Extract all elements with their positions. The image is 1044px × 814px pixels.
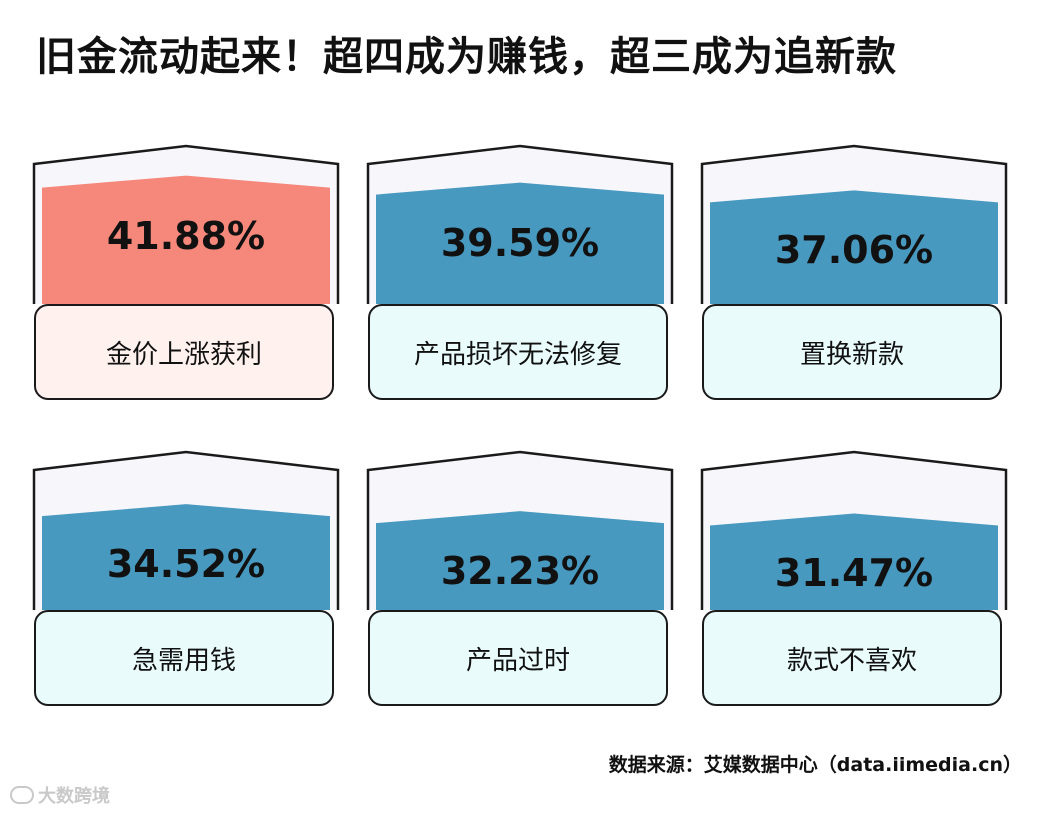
- bar: [710, 190, 998, 304]
- value-label: 34.52%: [106, 542, 266, 587]
- bar-graphic: [32, 144, 340, 304]
- bar-card: 31.47% 款式不喜欢: [700, 450, 1008, 714]
- value-label: 41.88%: [106, 213, 266, 258]
- category-label: 款式不喜欢: [702, 610, 1002, 706]
- bar: [42, 175, 330, 304]
- bar: [710, 513, 998, 610]
- bar-card: 34.52% 急需用钱: [32, 450, 340, 714]
- category-label: 金价上涨获利: [34, 304, 334, 400]
- bar-card: 37.06% 置换新款: [700, 144, 1008, 408]
- chat-bubble-icon: [10, 786, 34, 804]
- bar-graphic: [366, 450, 674, 610]
- category-label: 置换新款: [702, 304, 1002, 400]
- value-label: 37.06%: [774, 228, 934, 273]
- page-title: 旧金流动起来！超四成为赚钱，超三成为追新款: [36, 34, 897, 80]
- watermark: 大数跨境: [10, 782, 110, 808]
- bar-graphic: [366, 144, 674, 304]
- watermark-text: 大数跨境: [38, 786, 110, 807]
- bar-graphic: [700, 450, 1008, 610]
- value-label: 31.47%: [774, 551, 934, 596]
- value-label: 39.59%: [440, 220, 600, 265]
- bar-graphic: [700, 144, 1008, 304]
- bar-card: 41.88% 金价上涨获利: [32, 144, 340, 408]
- bar: [376, 511, 664, 610]
- category-label: 产品损坏无法修复: [368, 304, 668, 400]
- value-label: 32.23%: [440, 549, 600, 594]
- category-label: 急需用钱: [34, 610, 334, 706]
- category-label: 产品过时: [368, 610, 668, 706]
- bar-graphic: [32, 450, 340, 610]
- bar-card: 39.59% 产品损坏无法修复: [366, 144, 674, 408]
- data-source-note: 数据来源：艾媒数据中心（data.iimedia.cn）: [608, 754, 1022, 776]
- bar: [42, 504, 330, 610]
- bar-card: 32.23% 产品过时: [366, 450, 674, 714]
- bar: [376, 182, 664, 304]
